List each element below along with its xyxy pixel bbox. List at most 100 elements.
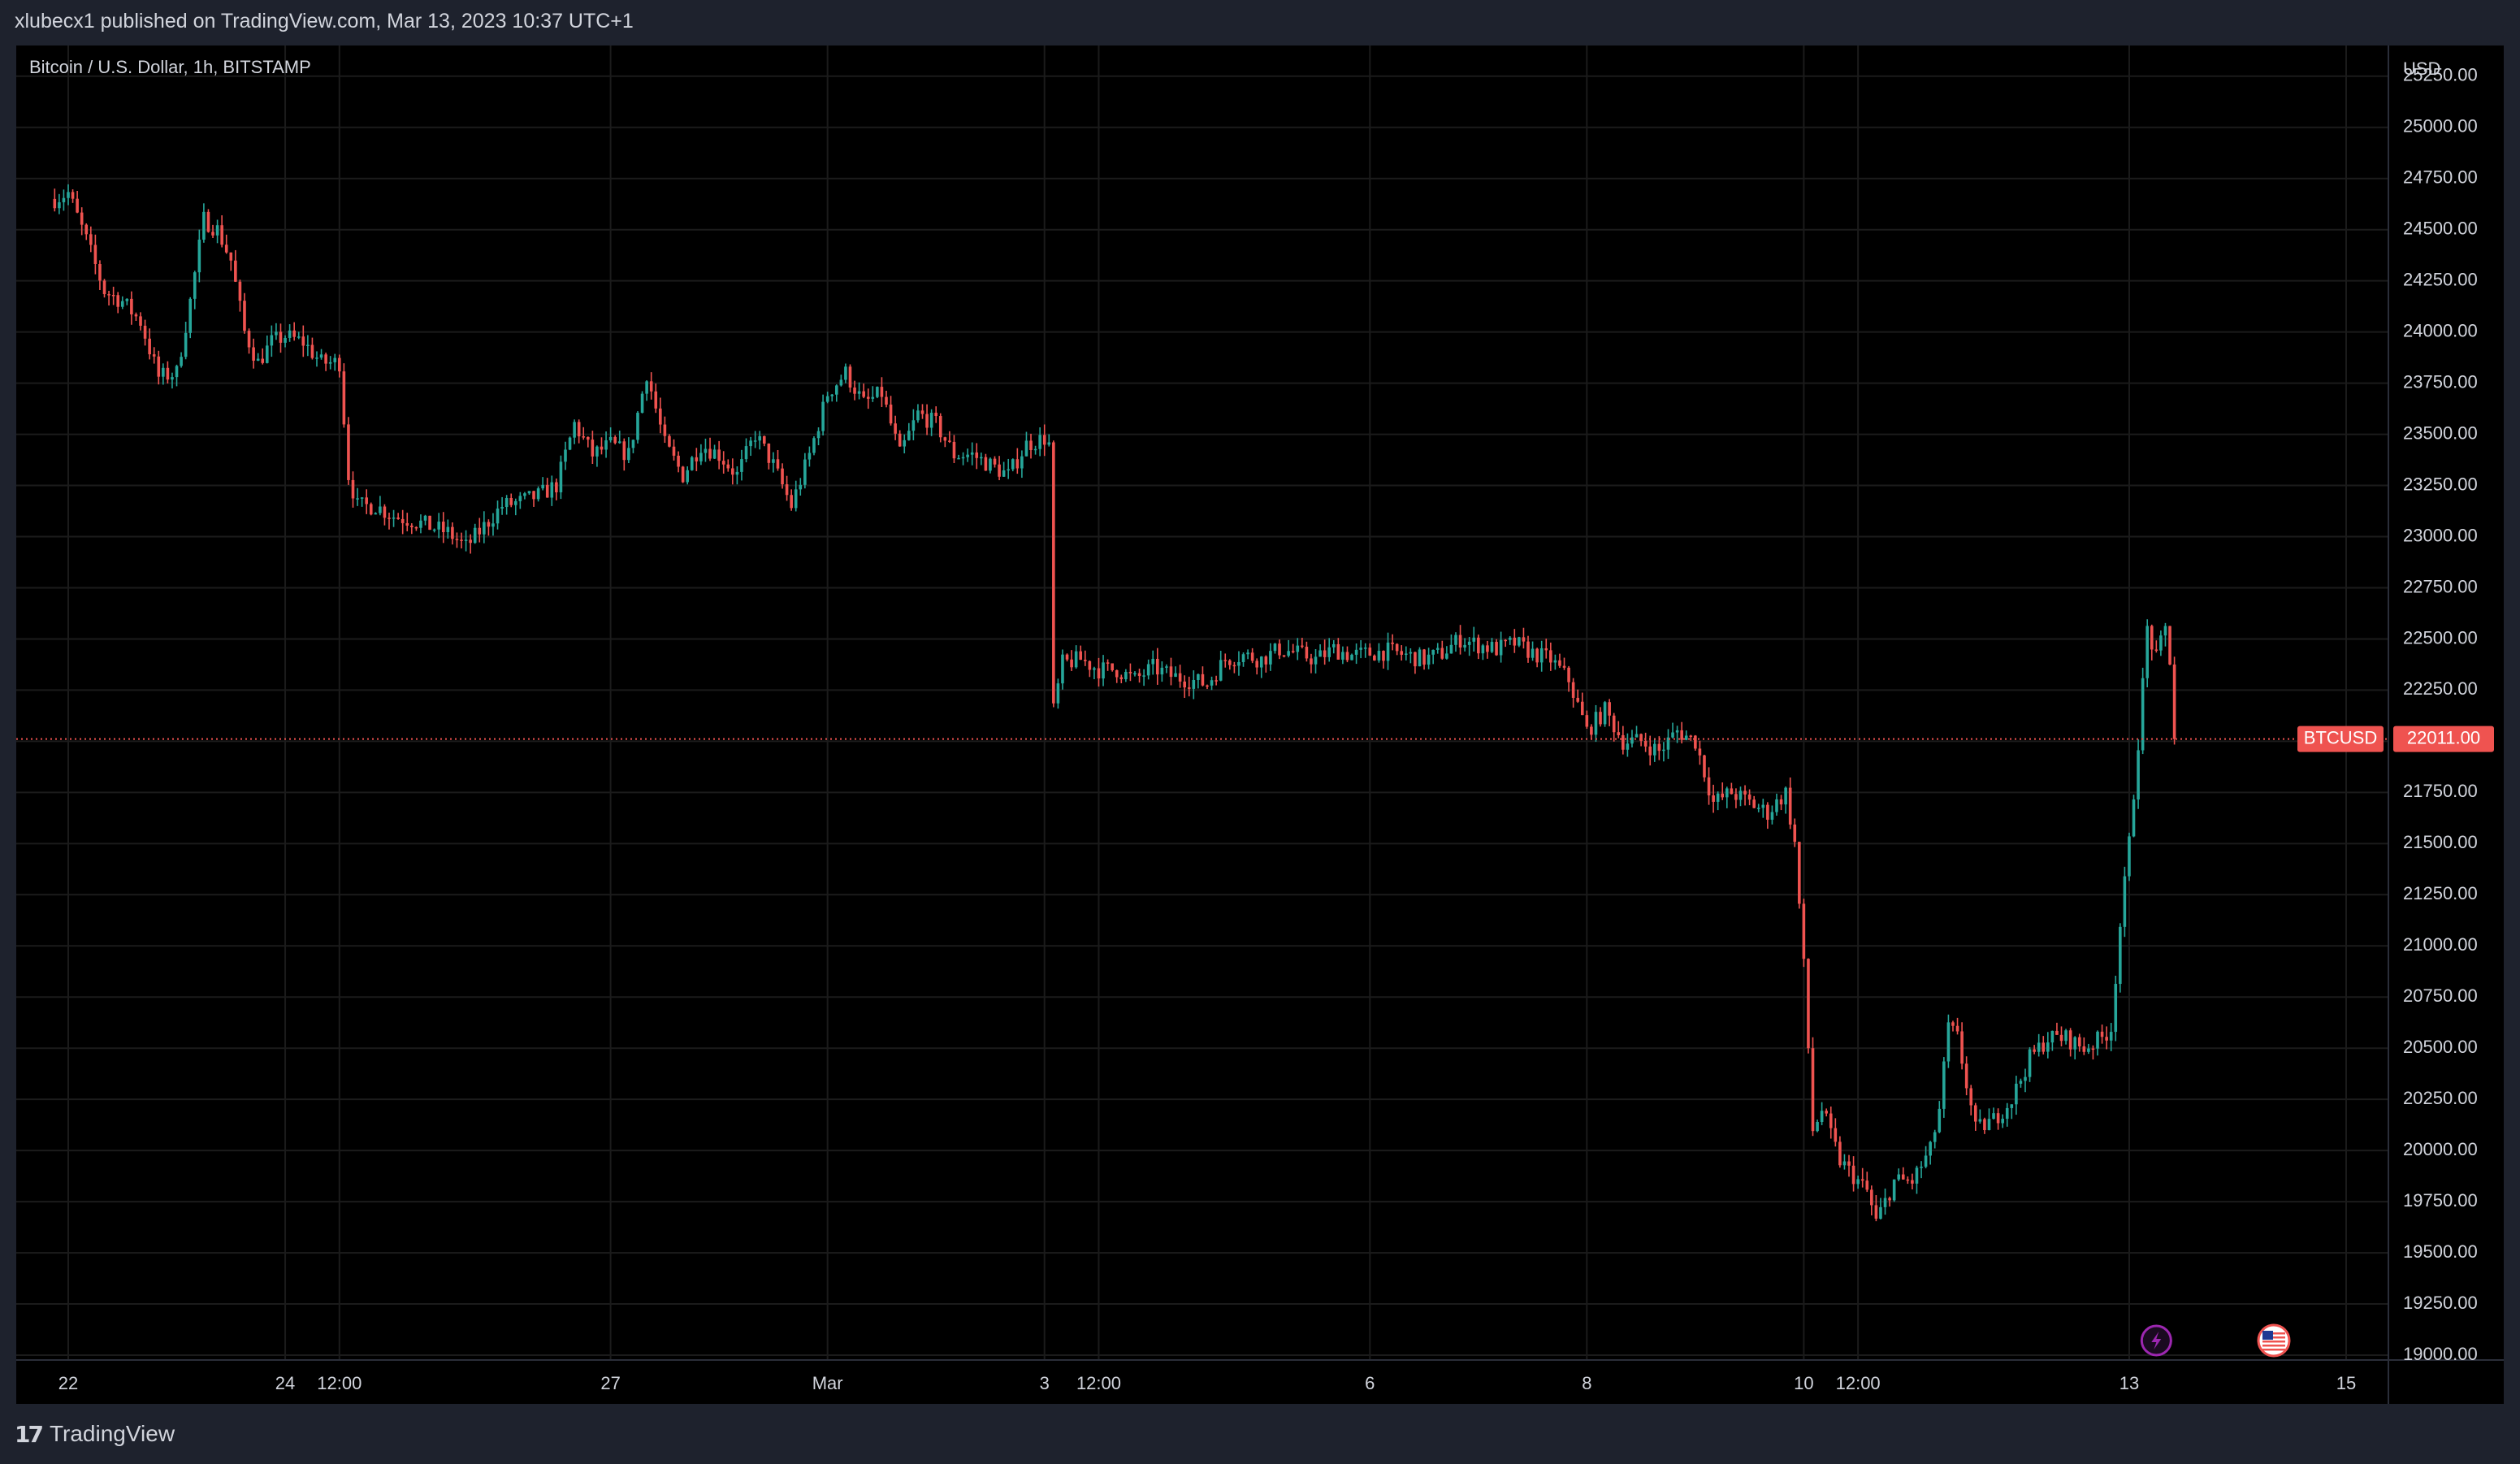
candle-body: [1287, 651, 1290, 656]
candle-down: [1544, 639, 1548, 659]
candle-body: [731, 468, 734, 475]
candle-body: [392, 518, 396, 519]
candle-body: [717, 449, 721, 461]
candle-up: [753, 431, 757, 448]
candle-up: [1635, 726, 1639, 738]
candle-down: [1504, 639, 1507, 648]
candle-body: [396, 518, 400, 519]
candle-body: [885, 396, 888, 405]
us-flag-icon[interactable]: [2257, 1323, 2291, 1358]
candle-body: [1232, 665, 1236, 667]
x-tick-label: Mar: [812, 1373, 843, 1393]
candle-body: [1694, 735, 1697, 749]
candle-down: [681, 466, 685, 483]
candle-down: [1617, 721, 1621, 738]
candle-up: [1816, 1120, 1819, 1133]
candle-down: [1558, 653, 1561, 669]
lightning-icon[interactable]: [2140, 1324, 2172, 1357]
candle-up: [961, 452, 965, 466]
candle-body: [1622, 734, 1625, 750]
x-tick-label: 27: [600, 1373, 620, 1393]
candle-body: [753, 440, 757, 442]
y-tick-label: 21250.00: [2403, 883, 2478, 903]
candle-body: [776, 459, 780, 469]
candle-body: [162, 367, 165, 377]
candle-body: [1766, 804, 1769, 820]
candle-body: [414, 526, 418, 529]
candle-up: [2123, 866, 2127, 938]
candle-body: [690, 457, 694, 470]
candle-up: [1142, 669, 1145, 687]
candle-body: [1146, 664, 1150, 676]
candle-body: [116, 295, 119, 307]
candle-down: [2082, 1037, 2086, 1055]
candle-up: [193, 271, 197, 310]
candle-body: [356, 498, 359, 500]
candle-body: [1531, 648, 1535, 658]
candle-up: [432, 528, 436, 533]
candle-body: [1983, 1119, 1986, 1131]
candle-down: [1590, 724, 1593, 740]
candle-body: [139, 316, 142, 326]
candle-up: [1124, 669, 1128, 682]
candle-down: [1373, 654, 1376, 661]
candle-body: [532, 491, 535, 500]
candle-down: [396, 513, 400, 520]
candle-up: [627, 437, 630, 464]
candle-body: [1526, 641, 1530, 658]
candle-body: [536, 488, 540, 500]
candle-up: [1445, 646, 1448, 660]
candle-body: [410, 525, 414, 527]
candle-up: [1133, 671, 1137, 677]
candle-down: [880, 377, 884, 407]
candle-body: [1964, 1063, 1968, 1089]
candle-body: [898, 433, 902, 447]
candle-body: [1007, 469, 1011, 471]
candle-up: [1210, 676, 1214, 691]
y-tick-label: 20000.00: [2403, 1139, 2478, 1159]
tradingview-logo[interactable]: 17 TradingView: [15, 1420, 175, 1448]
candle-down: [862, 383, 865, 399]
chart-area[interactable]: USD 25250.00 25000.00 24750.00 24500.00 24250…: [16, 45, 2504, 1404]
candle-body: [2033, 1049, 2036, 1052]
candle-up: [758, 431, 762, 450]
candle-body: [681, 466, 685, 483]
candle-body: [428, 515, 431, 531]
y-tick-label: 22750.00: [2403, 576, 2478, 596]
candle-body: [907, 431, 911, 440]
candle-down: [1689, 734, 1693, 741]
candle-up: [1350, 653, 1353, 661]
candle-body: [2082, 1046, 2086, 1052]
candle-down: [1639, 733, 1643, 747]
candle-down: [2068, 1028, 2072, 1057]
candle-body: [573, 422, 576, 438]
candle-down: [582, 427, 586, 440]
grid: [16, 45, 2388, 1360]
candle-down: [1115, 669, 1119, 683]
candle-up: [1024, 431, 1028, 457]
candle-down: [622, 438, 626, 471]
candle-body: [478, 527, 482, 535]
candle-body: [229, 252, 233, 261]
candle-up: [1946, 1014, 1951, 1068]
candle-body: [844, 366, 847, 380]
candle-down: [224, 234, 228, 254]
candle-down: [785, 475, 789, 501]
candle-down: [1015, 448, 1020, 474]
candle-body: [758, 435, 762, 441]
candle-down: [211, 224, 214, 238]
y-tick-label: 24000.00: [2403, 320, 2478, 340]
candle-body: [1467, 641, 1471, 645]
candle-body: [1083, 660, 1087, 661]
candle-body: [1906, 1179, 1910, 1181]
candle-body: [2172, 664, 2176, 739]
candle-up: [1093, 666, 1096, 679]
flag-stripe: [2262, 1349, 2285, 1351]
y-tick-label: 21750.00: [2403, 781, 2478, 801]
candle-body: [708, 448, 712, 459]
candle-body: [446, 526, 450, 533]
candle-up: [1553, 654, 1557, 670]
candle-body: [1128, 672, 1132, 674]
candle-down: [898, 430, 902, 447]
